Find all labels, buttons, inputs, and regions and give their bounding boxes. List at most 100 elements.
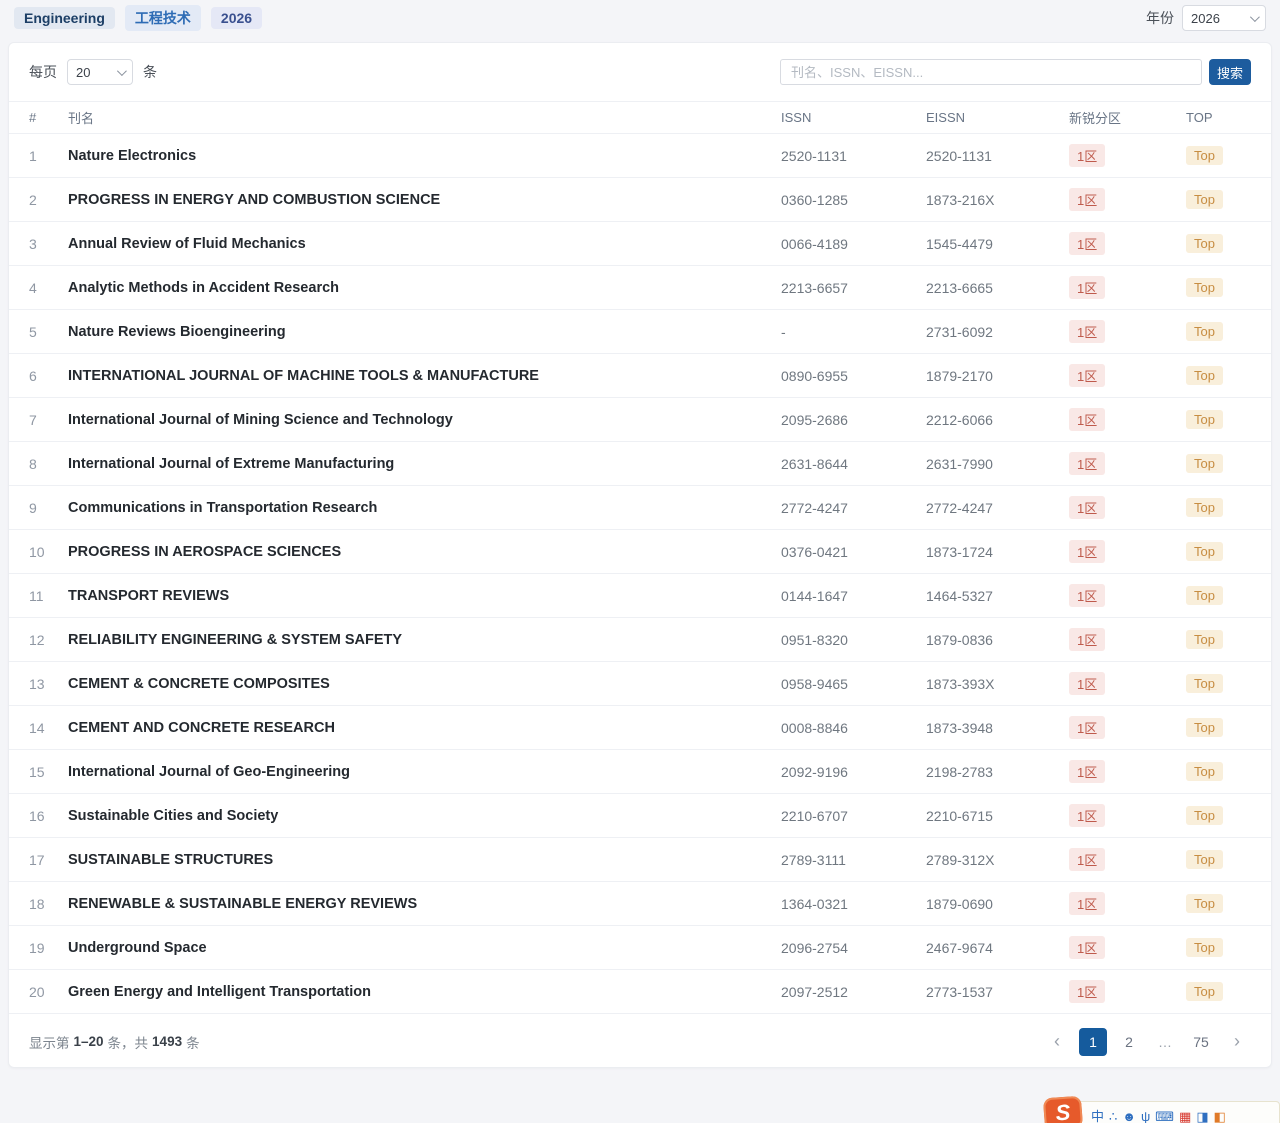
issn-value: 1364-0321 [781,895,848,912]
table-row[interactable]: 14 CEMENT AND CONCRETE RESEARCH 0008-884… [9,706,1271,750]
row-number: 13 [29,675,45,692]
page-button-75[interactable]: 75 [1193,1033,1209,1050]
keyboard-icon[interactable]: ⌨ [1155,1108,1175,1123]
year-select[interactable]: 2026 [1182,5,1266,31]
table-row[interactable]: 5 Nature Reviews Bioengineering - 2731-6… [9,310,1271,354]
table-row[interactable]: 15 International Journal of Geo-Engineer… [9,750,1271,794]
plugin-icon[interactable]: ◨ [1196,1108,1209,1123]
row-number: 20 [29,983,45,1000]
top-badge: Top [1186,454,1223,473]
table-row[interactable]: 17 SUSTAINABLE STRUCTURES 2789-3111 2789… [9,838,1271,882]
top-badge-cell: Top [1186,146,1263,165]
row-number: 2 [29,191,37,208]
chinese-mode-icon[interactable]: 中 [1091,1108,1105,1123]
journal-name-link[interactable]: Annual Review of Fluid Mechanics [68,235,306,252]
eissn-value: 2772-4247 [926,499,993,516]
journal-name-link[interactable]: International Journal of Geo-Engineering [68,763,350,780]
col-header-zone: 新锐分区 [1069,111,1122,126]
journal-name-link[interactable]: Nature Reviews Bioengineering [68,323,286,340]
year-select-value: 2026 [1191,10,1220,26]
page-button-1[interactable]: 1 [1079,1027,1107,1056]
table-row[interactable]: 7 International Journal of Mining Scienc… [9,398,1271,442]
top-badge: Top [1186,630,1223,649]
table-row[interactable]: 9 Communications in Transportation Resea… [9,486,1271,530]
zone-badge: 1区 [1069,188,1106,211]
journal-name-link[interactable]: International Journal of Mining Science … [68,411,453,428]
zone-badge: 1区 [1069,584,1106,607]
journal-name-link[interactable]: Analytic Methods in Accident Research [68,279,340,296]
eissn-value: 2731-6092 [926,323,993,340]
top-badge-cell: Top [1186,806,1263,825]
table-row[interactable]: 2 PROGRESS IN ENERGY AND COMBUSTION SCIE… [9,178,1271,222]
table-row[interactable]: 10 PROGRESS IN AEROSPACE SCIENCES 0376-0… [9,530,1271,574]
journal-name-link[interactable]: International Journal of Extreme Manufac… [68,455,395,472]
table-row[interactable]: 6 INTERNATIONAL JOURNAL OF MACHINE TOOLS… [9,354,1271,398]
journal-name-link[interactable]: RENEWABLE & SUSTAINABLE ENERGY REVIEWS [68,895,418,912]
table-row[interactable]: 16 Sustainable Cities and Society 2210-6… [9,794,1271,838]
top-badge: Top [1186,762,1223,781]
table-row[interactable]: 8 International Journal of Extreme Manuf… [9,442,1271,486]
row-number: 1 [29,147,37,164]
top-badge-cell: Top [1186,850,1263,869]
chevron-down-icon [1249,11,1260,22]
row-number: 9 [29,499,37,516]
eissn-value: 1873-216X [926,191,995,208]
zone-badge: 1区 [1069,144,1106,167]
table-row[interactable]: 1 Nature Electronics 2520-1131 2520-1131… [9,134,1271,178]
symbols-icon[interactable]: ∴ [1109,1108,1118,1123]
journal-name-link[interactable]: Underground Space [68,939,207,956]
journal-name-link[interactable]: CEMENT AND CONCRETE RESEARCH [68,719,335,736]
top-badge: Top [1186,146,1223,165]
journal-name-link[interactable]: PROGRESS IN AEROSPACE SCIENCES [68,543,342,560]
zone-badge: 1区 [1069,540,1106,563]
per-page-select[interactable]: 20 [67,59,133,85]
toolbox-icon[interactable]: ◧ [1213,1108,1226,1123]
table-row[interactable]: 4 Analytic Methods in Accident Research … [9,266,1271,310]
journal-name-link[interactable]: Communications in Transportation Researc… [68,499,378,516]
eissn-value: 2198-2783 [926,763,993,780]
eissn-value: 2213-6665 [926,279,993,296]
prev-page-button[interactable]: ‹ [1054,1031,1060,1051]
search-button[interactable]: 搜索 [1208,59,1251,85]
per-page-label: 每页 [29,64,57,80]
journal-name-link[interactable]: INTERNATIONAL JOURNAL OF MACHINE TOOLS &… [68,367,539,384]
table-row[interactable]: 3 Annual Review of Fluid Mechanics 0066-… [9,222,1271,266]
search-input[interactable] [779,59,1202,85]
row-number: 4 [29,279,37,296]
eissn-value: 1879-2170 [926,367,993,384]
zone-badge-cell: 1区 [1069,496,1186,519]
page-ellipsis: … [1158,1033,1172,1050]
top-badge: Top [1186,498,1223,517]
emoji-icon[interactable]: ☻ [1122,1108,1136,1123]
table-row[interactable]: 20 Green Energy and Intelligent Transpor… [9,970,1271,1014]
zone-badge-cell: 1区 [1069,672,1186,695]
journal-name-link[interactable]: Green Energy and Intelligent Transportat… [68,983,371,1000]
journal-name-link[interactable]: CEMENT & CONCRETE COMPOSITES [68,675,330,692]
page-button-2[interactable]: 2 [1125,1033,1133,1050]
journal-name-link[interactable]: TRANSPORT REVIEWS [68,587,230,604]
journal-name-link[interactable]: Nature Electronics [68,147,197,164]
tag-category-zh[interactable]: 工程技术 [124,5,201,31]
tag-category-en[interactable]: Engineering [14,7,115,29]
issn-value: 2092-9196 [781,763,848,780]
row-number: 17 [29,851,45,868]
issn-value: 2213-6657 [781,279,848,296]
skin-icon[interactable]: ▦ [1179,1108,1192,1123]
top-badge-cell: Top [1186,718,1263,737]
row-number: 16 [29,807,45,824]
table-row[interactable]: 12 RELIABILITY ENGINEERING & SYSTEM SAFE… [9,618,1271,662]
tag-year[interactable]: 2026 [210,7,263,29]
journal-name-link[interactable]: PROGRESS IN ENERGY AND COMBUSTION SCIENC… [68,191,441,208]
mic-icon[interactable]: ψ [1140,1108,1151,1123]
journal-name-link[interactable]: SUSTAINABLE STRUCTURES [68,851,274,868]
sogou-logo-icon[interactable]: S [1042,1095,1084,1123]
category-tags: Engineering 工程技术 2026 [14,5,263,31]
table-row[interactable]: 11 TRANSPORT REVIEWS 0144-1647 1464-5327… [9,574,1271,618]
table-row[interactable]: 13 CEMENT & CONCRETE COMPOSITES 0958-946… [9,662,1271,706]
table-row[interactable]: 19 Underground Space 2096-2754 2467-9674… [9,926,1271,970]
issn-value: 0144-1647 [781,587,848,604]
journal-name-link[interactable]: RELIABILITY ENGINEERING & SYSTEM SAFETY [68,631,403,648]
journal-name-link[interactable]: Sustainable Cities and Society [68,807,279,824]
next-page-button[interactable]: › [1234,1031,1240,1051]
table-row[interactable]: 18 RENEWABLE & SUSTAINABLE ENERGY REVIEW… [9,882,1271,926]
